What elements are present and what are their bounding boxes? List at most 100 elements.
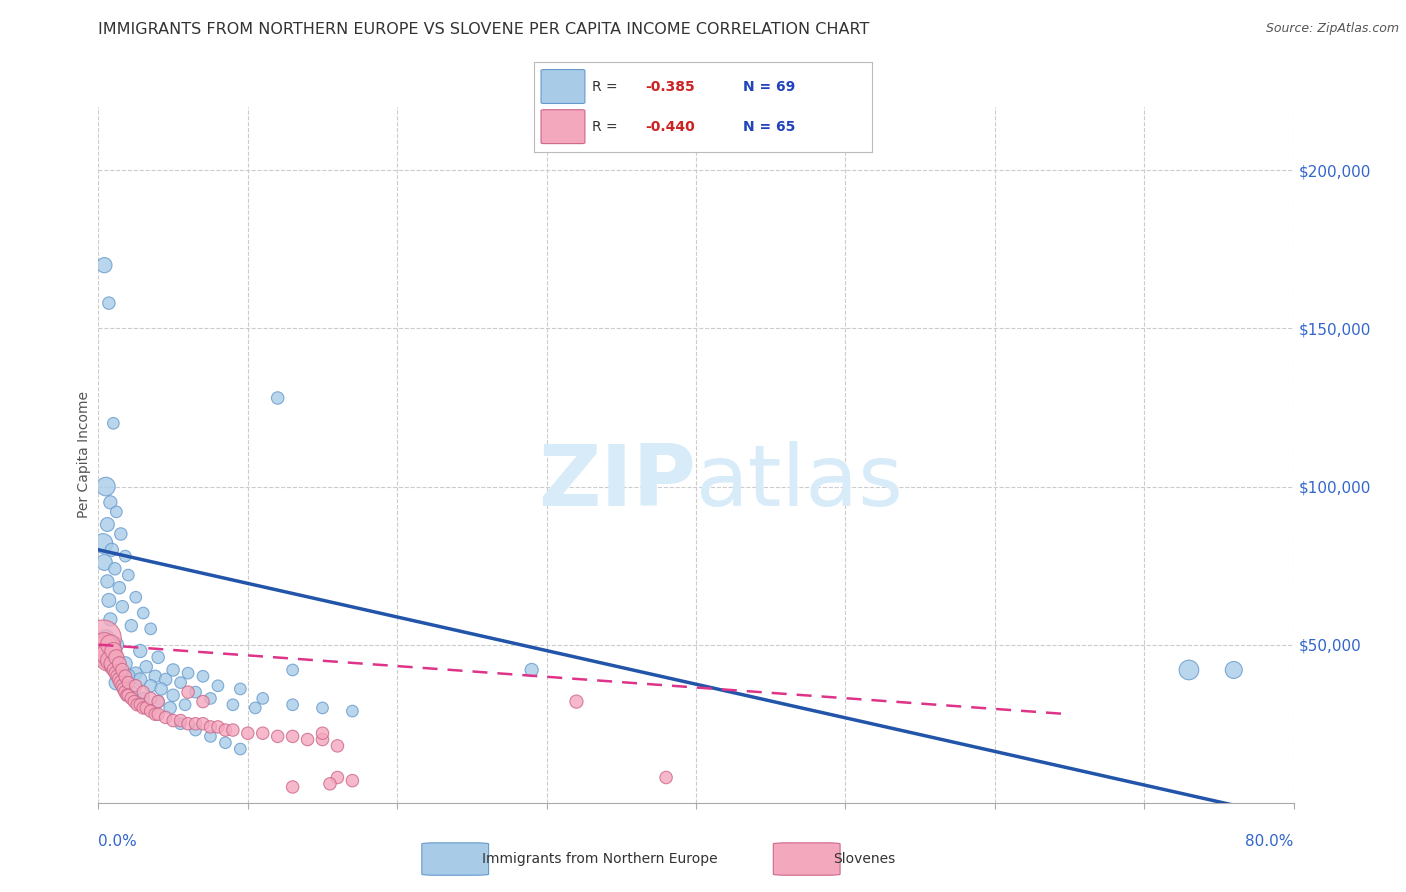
Point: [169, 675, 191, 690]
Point: [96, 647, 118, 661]
Point: [105, 675, 128, 690]
Point: [104, 663, 127, 677]
Point: [191, 716, 214, 731]
Point: [111, 679, 134, 693]
Point: [281, 663, 304, 677]
Point: [311, 701, 333, 715]
Point: [110, 527, 132, 541]
Point: [129, 698, 152, 712]
Point: [342, 704, 364, 718]
Point: [98, 638, 122, 652]
Text: 0.0%: 0.0%: [98, 834, 138, 849]
Point: [124, 695, 146, 709]
Point: [91, 536, 114, 550]
Point: [184, 716, 207, 731]
Point: [132, 685, 155, 699]
Point: [96, 517, 118, 532]
Point: [297, 732, 319, 747]
Point: [98, 612, 122, 626]
Point: [207, 679, 229, 693]
Point: [222, 723, 245, 737]
Point: [150, 681, 173, 696]
Point: [129, 673, 152, 687]
Text: atlas: atlas: [696, 442, 904, 524]
Point: [107, 669, 129, 683]
Point: [125, 591, 148, 605]
Text: Source: ZipAtlas.com: Source: ZipAtlas.com: [1265, 22, 1399, 36]
Point: [101, 542, 124, 557]
FancyBboxPatch shape: [422, 843, 489, 875]
Point: [222, 698, 245, 712]
Point: [177, 685, 200, 699]
Point: [162, 688, 184, 702]
Point: [139, 704, 162, 718]
Point: [127, 698, 149, 712]
Point: [120, 618, 142, 632]
Point: [93, 638, 115, 652]
Point: [108, 657, 131, 671]
Point: [111, 663, 134, 677]
Point: [139, 622, 162, 636]
Point: [159, 701, 181, 715]
Point: [281, 698, 304, 712]
Point: [1223, 663, 1246, 677]
Point: [155, 710, 177, 724]
Point: [229, 742, 252, 756]
Point: [135, 701, 157, 715]
Point: [104, 562, 127, 576]
Point: [214, 736, 236, 750]
Point: [132, 606, 155, 620]
Point: [103, 653, 125, 667]
Point: [319, 777, 342, 791]
Point: [120, 685, 142, 699]
Point: [120, 691, 142, 706]
Point: [139, 679, 162, 693]
Point: [207, 720, 229, 734]
Point: [132, 691, 155, 706]
Point: [135, 660, 157, 674]
Point: [520, 663, 543, 677]
Point: [148, 707, 170, 722]
Point: [101, 657, 124, 671]
Point: [177, 666, 200, 681]
Text: R =: R =: [592, 79, 621, 94]
Point: [94, 479, 117, 493]
Point: [236, 726, 259, 740]
Point: [252, 726, 274, 740]
Point: [96, 574, 118, 589]
Point: [148, 650, 170, 665]
Point: [110, 663, 132, 677]
Point: [117, 568, 139, 582]
Point: [108, 673, 131, 687]
Point: [311, 732, 333, 747]
Point: [105, 505, 128, 519]
Point: [191, 669, 214, 683]
Text: Slovenes: Slovenes: [832, 852, 896, 865]
Point: [139, 691, 162, 706]
Point: [94, 632, 117, 646]
Point: [98, 653, 122, 667]
Text: R =: R =: [592, 120, 621, 134]
Point: [281, 730, 304, 744]
Point: [114, 549, 136, 563]
Point: [565, 695, 588, 709]
Point: [94, 644, 117, 658]
Point: [132, 701, 155, 715]
Point: [162, 663, 184, 677]
Point: [229, 681, 252, 696]
Point: [162, 714, 184, 728]
Point: [108, 581, 131, 595]
Point: [97, 650, 120, 665]
Text: ZIP: ZIP: [538, 442, 696, 524]
Point: [105, 650, 128, 665]
FancyBboxPatch shape: [541, 110, 585, 144]
Point: [93, 258, 115, 272]
FancyBboxPatch shape: [541, 70, 585, 103]
Point: [114, 669, 136, 683]
Point: [267, 730, 290, 744]
Point: [169, 714, 191, 728]
Point: [98, 495, 122, 509]
Point: [200, 730, 222, 744]
Point: [200, 720, 222, 734]
Point: [117, 675, 139, 690]
